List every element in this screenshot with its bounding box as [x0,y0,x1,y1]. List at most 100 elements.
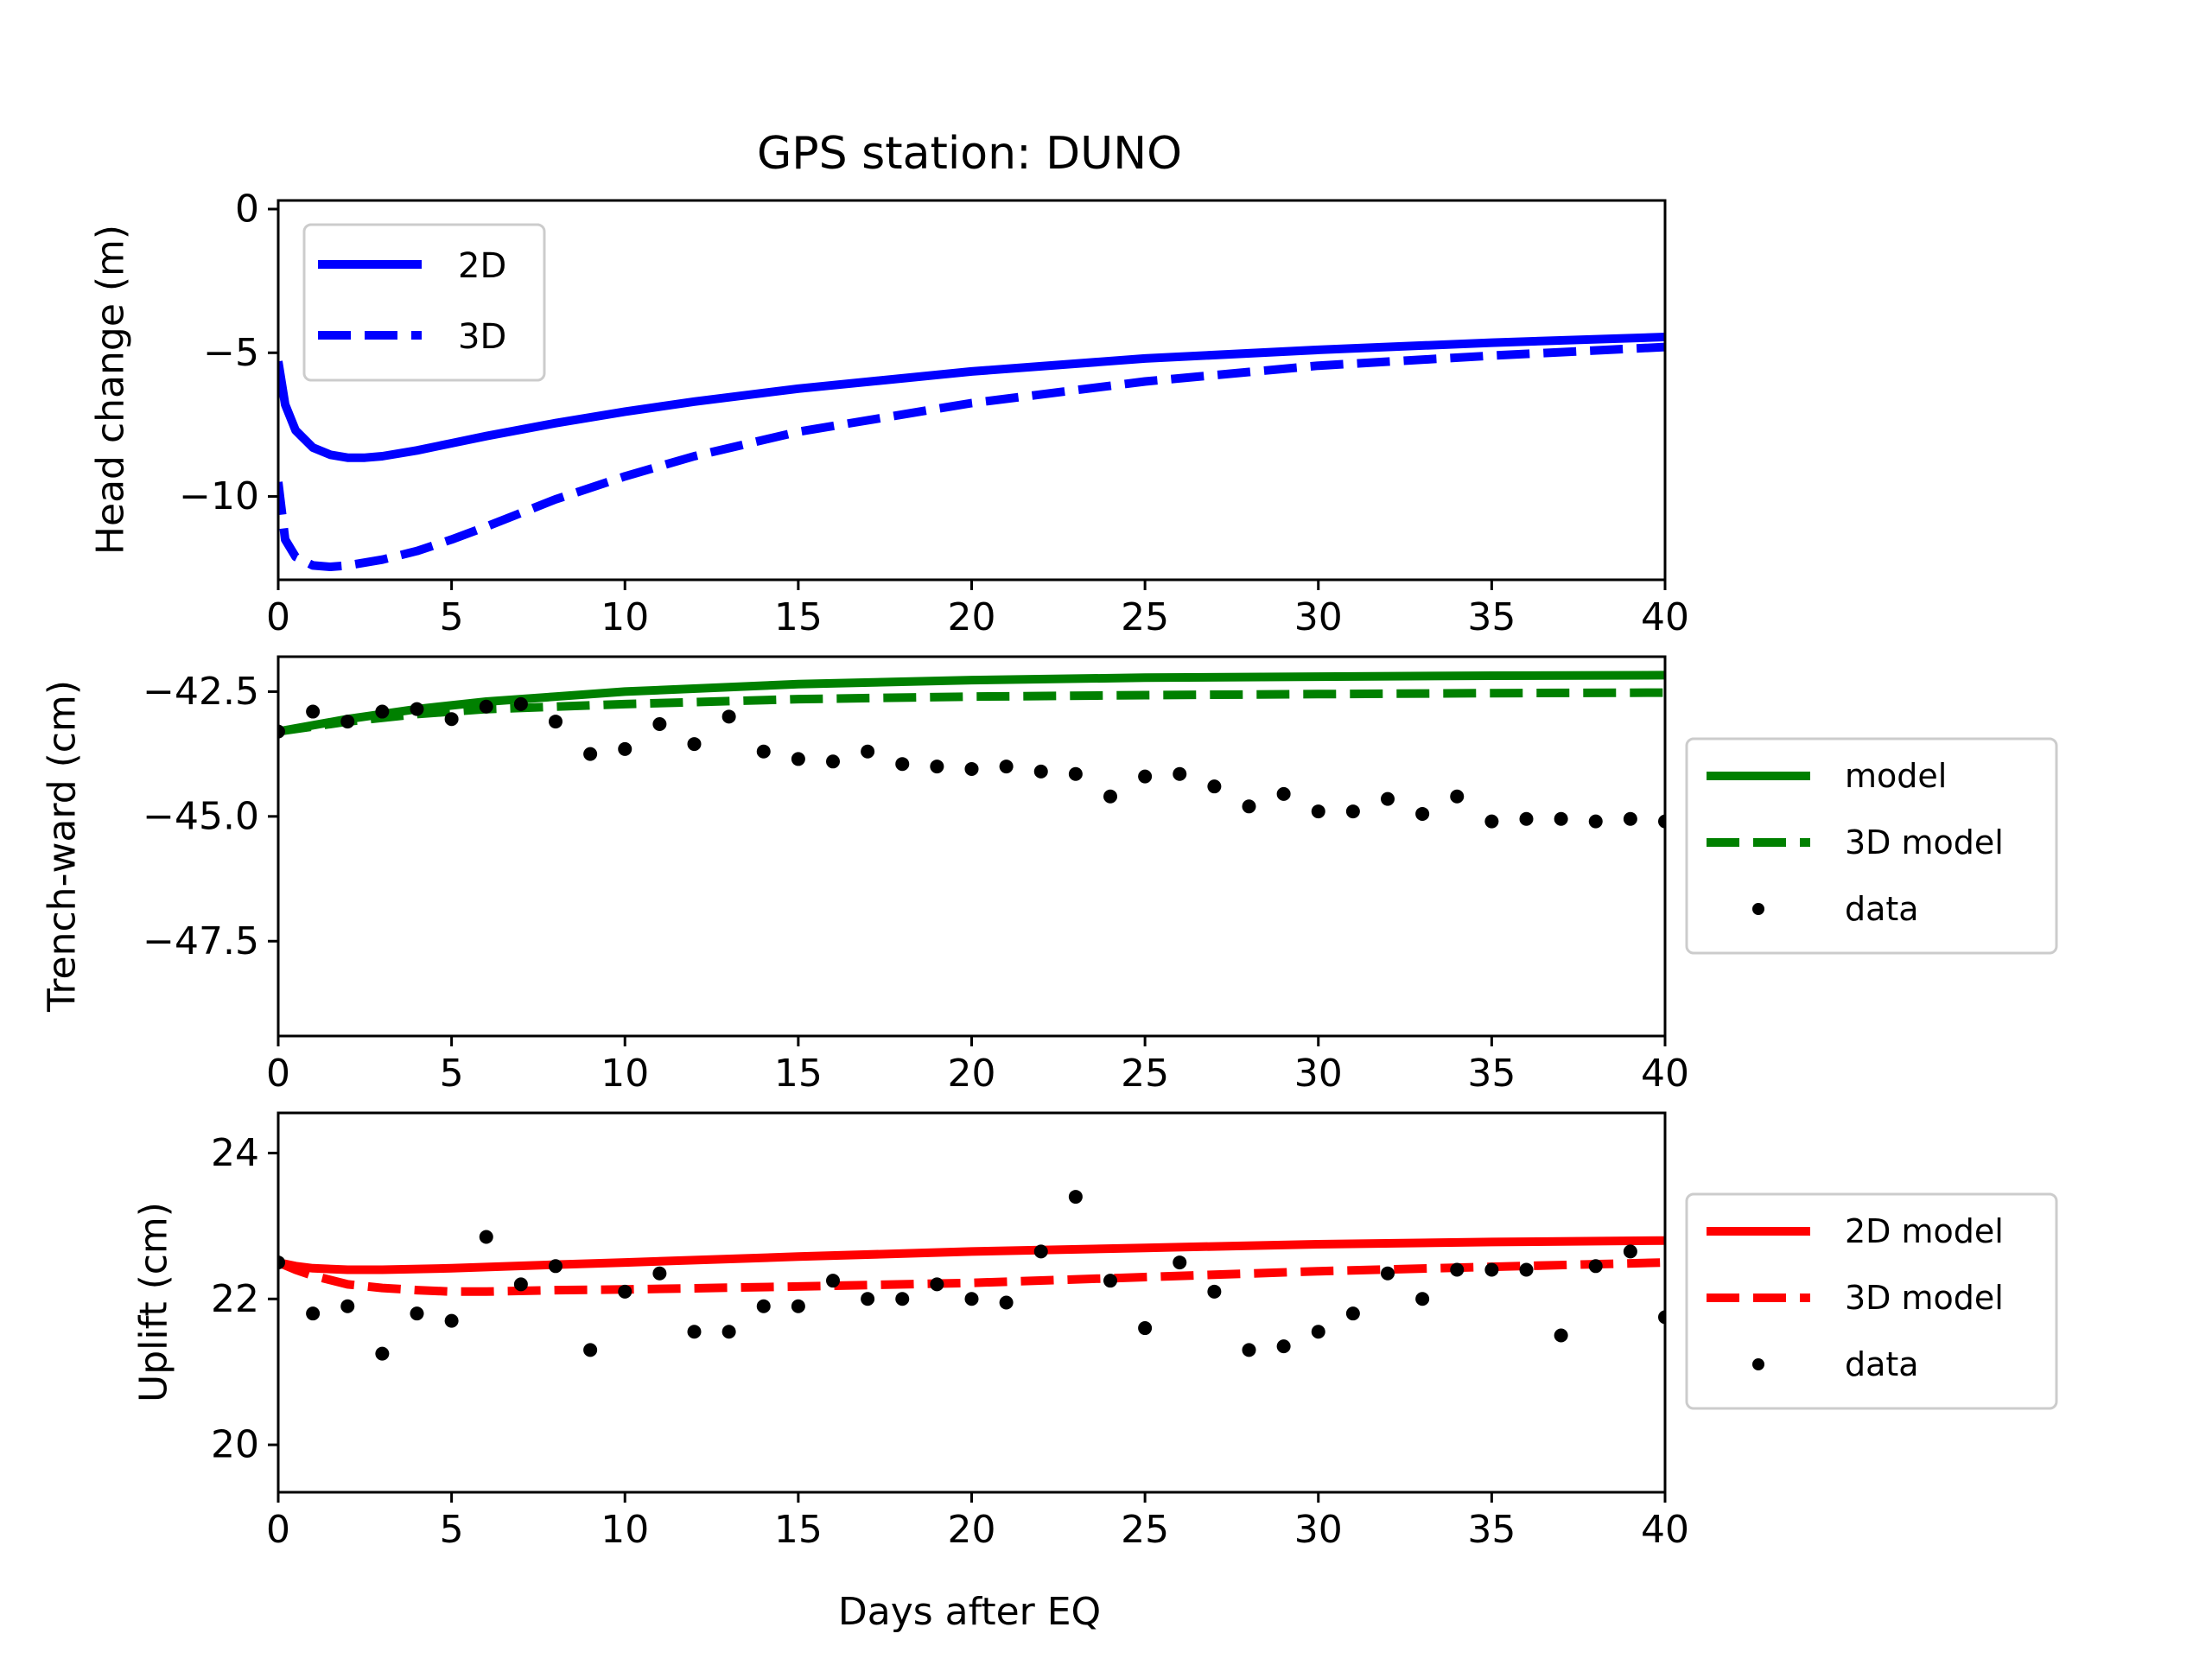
series-trench-ward-data-point [999,760,1014,774]
series-uplift-data-point [1658,1310,1665,1325]
legend-trench-ward-box [1685,737,2058,955]
series-uplift-data-point [513,1277,528,1292]
panel-head-change-y-ticks: 0 −5 −10 [179,187,278,518]
series-trench-ward-data-point [1554,811,1568,826]
series-trench-ward-data-point [1484,814,1499,829]
series-uplift-data-point [652,1266,667,1281]
legend-uplift-label-3d-model: 3D model [1845,1279,2004,1317]
series-trench-ward-data-point [1311,804,1325,819]
series-trench-ward-data-point [1207,779,1222,794]
x-tick-label: 30 [1294,595,1343,639]
x-tick-label: 25 [1121,1508,1169,1552]
series-head-change-2d-line [278,333,1665,462]
panel-uplift-x-axis-label: Days after EQ [838,1590,1101,1634]
series-uplift-data-point [895,1292,910,1306]
series-trench-ward-data-point [340,715,355,729]
x-tick-label: 40 [1641,595,1689,639]
series-trench-ward-data-point [895,757,910,772]
y-tick-label: −47.5 [143,919,259,963]
series-uplift-data-point [1242,1343,1256,1357]
series-uplift-data-point [791,1299,805,1313]
series-trench-ward-data-point [1623,811,1637,826]
series-uplift-data-point [1173,1255,1187,1270]
x-tick-label: 0 [266,1052,290,1096]
series-trench-ward-data-point [721,709,736,724]
panel-uplift-marks [278,1190,1665,1361]
series-uplift-2d-model-line [278,1236,1665,1274]
y-tick-label: 20 [211,1423,259,1467]
series-uplift-data-point [721,1325,736,1339]
series-trench-ward-data-point [861,744,875,759]
series-uplift-data-point [1588,1259,1603,1274]
panel-head-change: 0 5 10 15 20 25 30 35 40 0−5−10 Head change (m) … [89,187,1690,639]
y-tick-label: 22 [211,1277,259,1321]
panel-uplift: 0 5 10 15 20 25 30 35 40 20 22 24 Uplift (cm) Days… [132,1111,2058,1634]
panel-trench-ward-y-ticks: −42.5 −45.0 −47.5 [143,670,278,963]
panel-uplift-y-ticks: 20 22 24 [211,1131,278,1467]
series-uplift-data-point [1484,1262,1499,1277]
x-tick-label: 0 [266,1508,290,1552]
series-trench-ward-data-point [1068,766,1083,781]
series-uplift-data-point [340,1299,355,1313]
series-trench-ward-data [278,696,1665,829]
x-tick-label: 15 [774,1052,823,1096]
series-uplift-data-point [1381,1266,1395,1281]
series-uplift-data-point [1033,1244,1048,1259]
series-trench-ward-data-point [964,761,979,776]
x-tick-label: 40 [1641,1052,1689,1096]
x-tick-label: 10 [601,1052,649,1096]
legend-head-change: 2D 3D [302,223,546,382]
legend-uplift-box [1685,1192,2058,1410]
panel-head-change-x-ticks: 0 5 10 15 20 25 30 35 40 [266,580,1689,639]
series-uplift-data-point [1450,1262,1465,1277]
series-uplift-data-point [410,1306,424,1321]
series-uplift-data-point [583,1343,598,1357]
y-tick-label: −5 [203,331,259,375]
series-uplift-data-point [278,1255,285,1270]
series-trench-ward-data-point [1276,786,1291,801]
x-tick-label: 10 [601,1508,649,1552]
series-uplift-data-point [549,1259,563,1274]
x-tick-label: 20 [948,1052,996,1096]
series-trench-ward-data-point [1658,814,1665,829]
legend-uplift-label-2d-model: 2D model [1845,1212,2004,1250]
x-tick-label: 20 [948,595,996,639]
x-tick-label: 35 [1467,595,1516,639]
x-tick-label: 10 [601,595,649,639]
series-head-change-3d-line [278,342,1665,571]
series-uplift-data-point [930,1277,944,1292]
legend-trench-ward-swatch-data [1752,903,1764,915]
y-tick-label: −45.0 [143,794,259,838]
series-uplift-data-point [444,1313,459,1328]
legend-head-change-label-3d: 3D [458,317,506,357]
series-uplift-data-point [1207,1284,1222,1299]
series-uplift-data [278,1190,1665,1361]
series-trench-ward-data-point [513,696,528,711]
series-trench-ward-data-point [1103,789,1117,804]
series-trench-ward-data-point [756,744,771,759]
legend-trench-ward-label-3d-model: 3D model [1845,823,2004,861]
series-trench-ward-data-point [306,704,321,719]
series-trench-ward-data-point [826,754,840,769]
legend-trench-ward: model 3D model data [1685,737,2058,955]
x-tick-label: 30 [1294,1508,1343,1552]
series-uplift-data-point [826,1274,840,1288]
panel-trench-ward-x-ticks: 0 5 10 15 20 25 30 35 40 [266,1036,1689,1096]
x-tick-label: 35 [1467,1052,1516,1096]
series-trench-ward-data-point [1415,806,1430,821]
series-uplift-data-point [1623,1244,1637,1259]
series-uplift-data-point [1345,1306,1360,1321]
x-tick-label: 15 [774,1508,823,1552]
series-uplift-data-point [1554,1328,1568,1343]
legend-uplift-label-data: data [1845,1345,1919,1383]
y-tick-label: −42.5 [143,670,259,714]
series-trench-ward-data-point [479,699,493,714]
series-uplift-data-point [964,1292,979,1306]
series-trench-ward-data-point [930,760,944,774]
series-trench-ward-data-point [278,724,285,739]
series-trench-ward-data-point [652,716,667,731]
y-tick-label: 0 [235,187,259,231]
series-uplift-data-point [1276,1339,1291,1354]
series-trench-ward-model-line [278,671,1665,736]
panel-head-change-y-axis-label: Head change (m) [89,225,133,555]
